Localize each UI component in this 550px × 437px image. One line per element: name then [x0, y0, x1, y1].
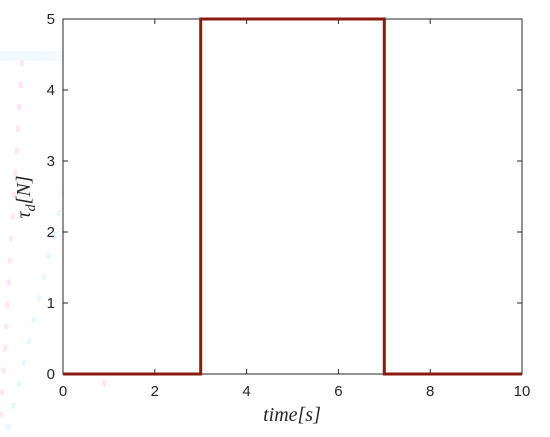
series-layer [63, 17, 522, 376]
y-axis-label: τd[N] [13, 175, 39, 218]
y-axis-label-unit: [N] [13, 175, 35, 204]
y-axis-label-subscript: d [24, 203, 39, 211]
y-axis-label-symbol: τ [13, 211, 35, 219]
y-tick-label: 5 [47, 11, 55, 28]
x-axis-label: time[s] [263, 404, 321, 426]
y-tick-label: 3 [47, 153, 55, 170]
x-tick-label: 6 [334, 383, 342, 400]
y-tick-label: 2 [47, 224, 55, 241]
y-tick-label: 1 [47, 295, 55, 312]
series-line-0 [63, 17, 522, 376]
y-tick-label: 0 [47, 366, 55, 383]
x-tick-label: 10 [514, 383, 531, 400]
y-tick-label: 4 [47, 82, 55, 99]
axis-tick-labels: 0 2 4 6 8 10 0 1 2 3 4 5 [47, 11, 531, 400]
x-tick-label: 0 [59, 383, 67, 400]
plot-area [62, 18, 523, 375]
x-tick-label: 2 [151, 383, 159, 400]
x-tick-label: 4 [242, 383, 250, 400]
x-tick-label: 8 [426, 383, 434, 400]
